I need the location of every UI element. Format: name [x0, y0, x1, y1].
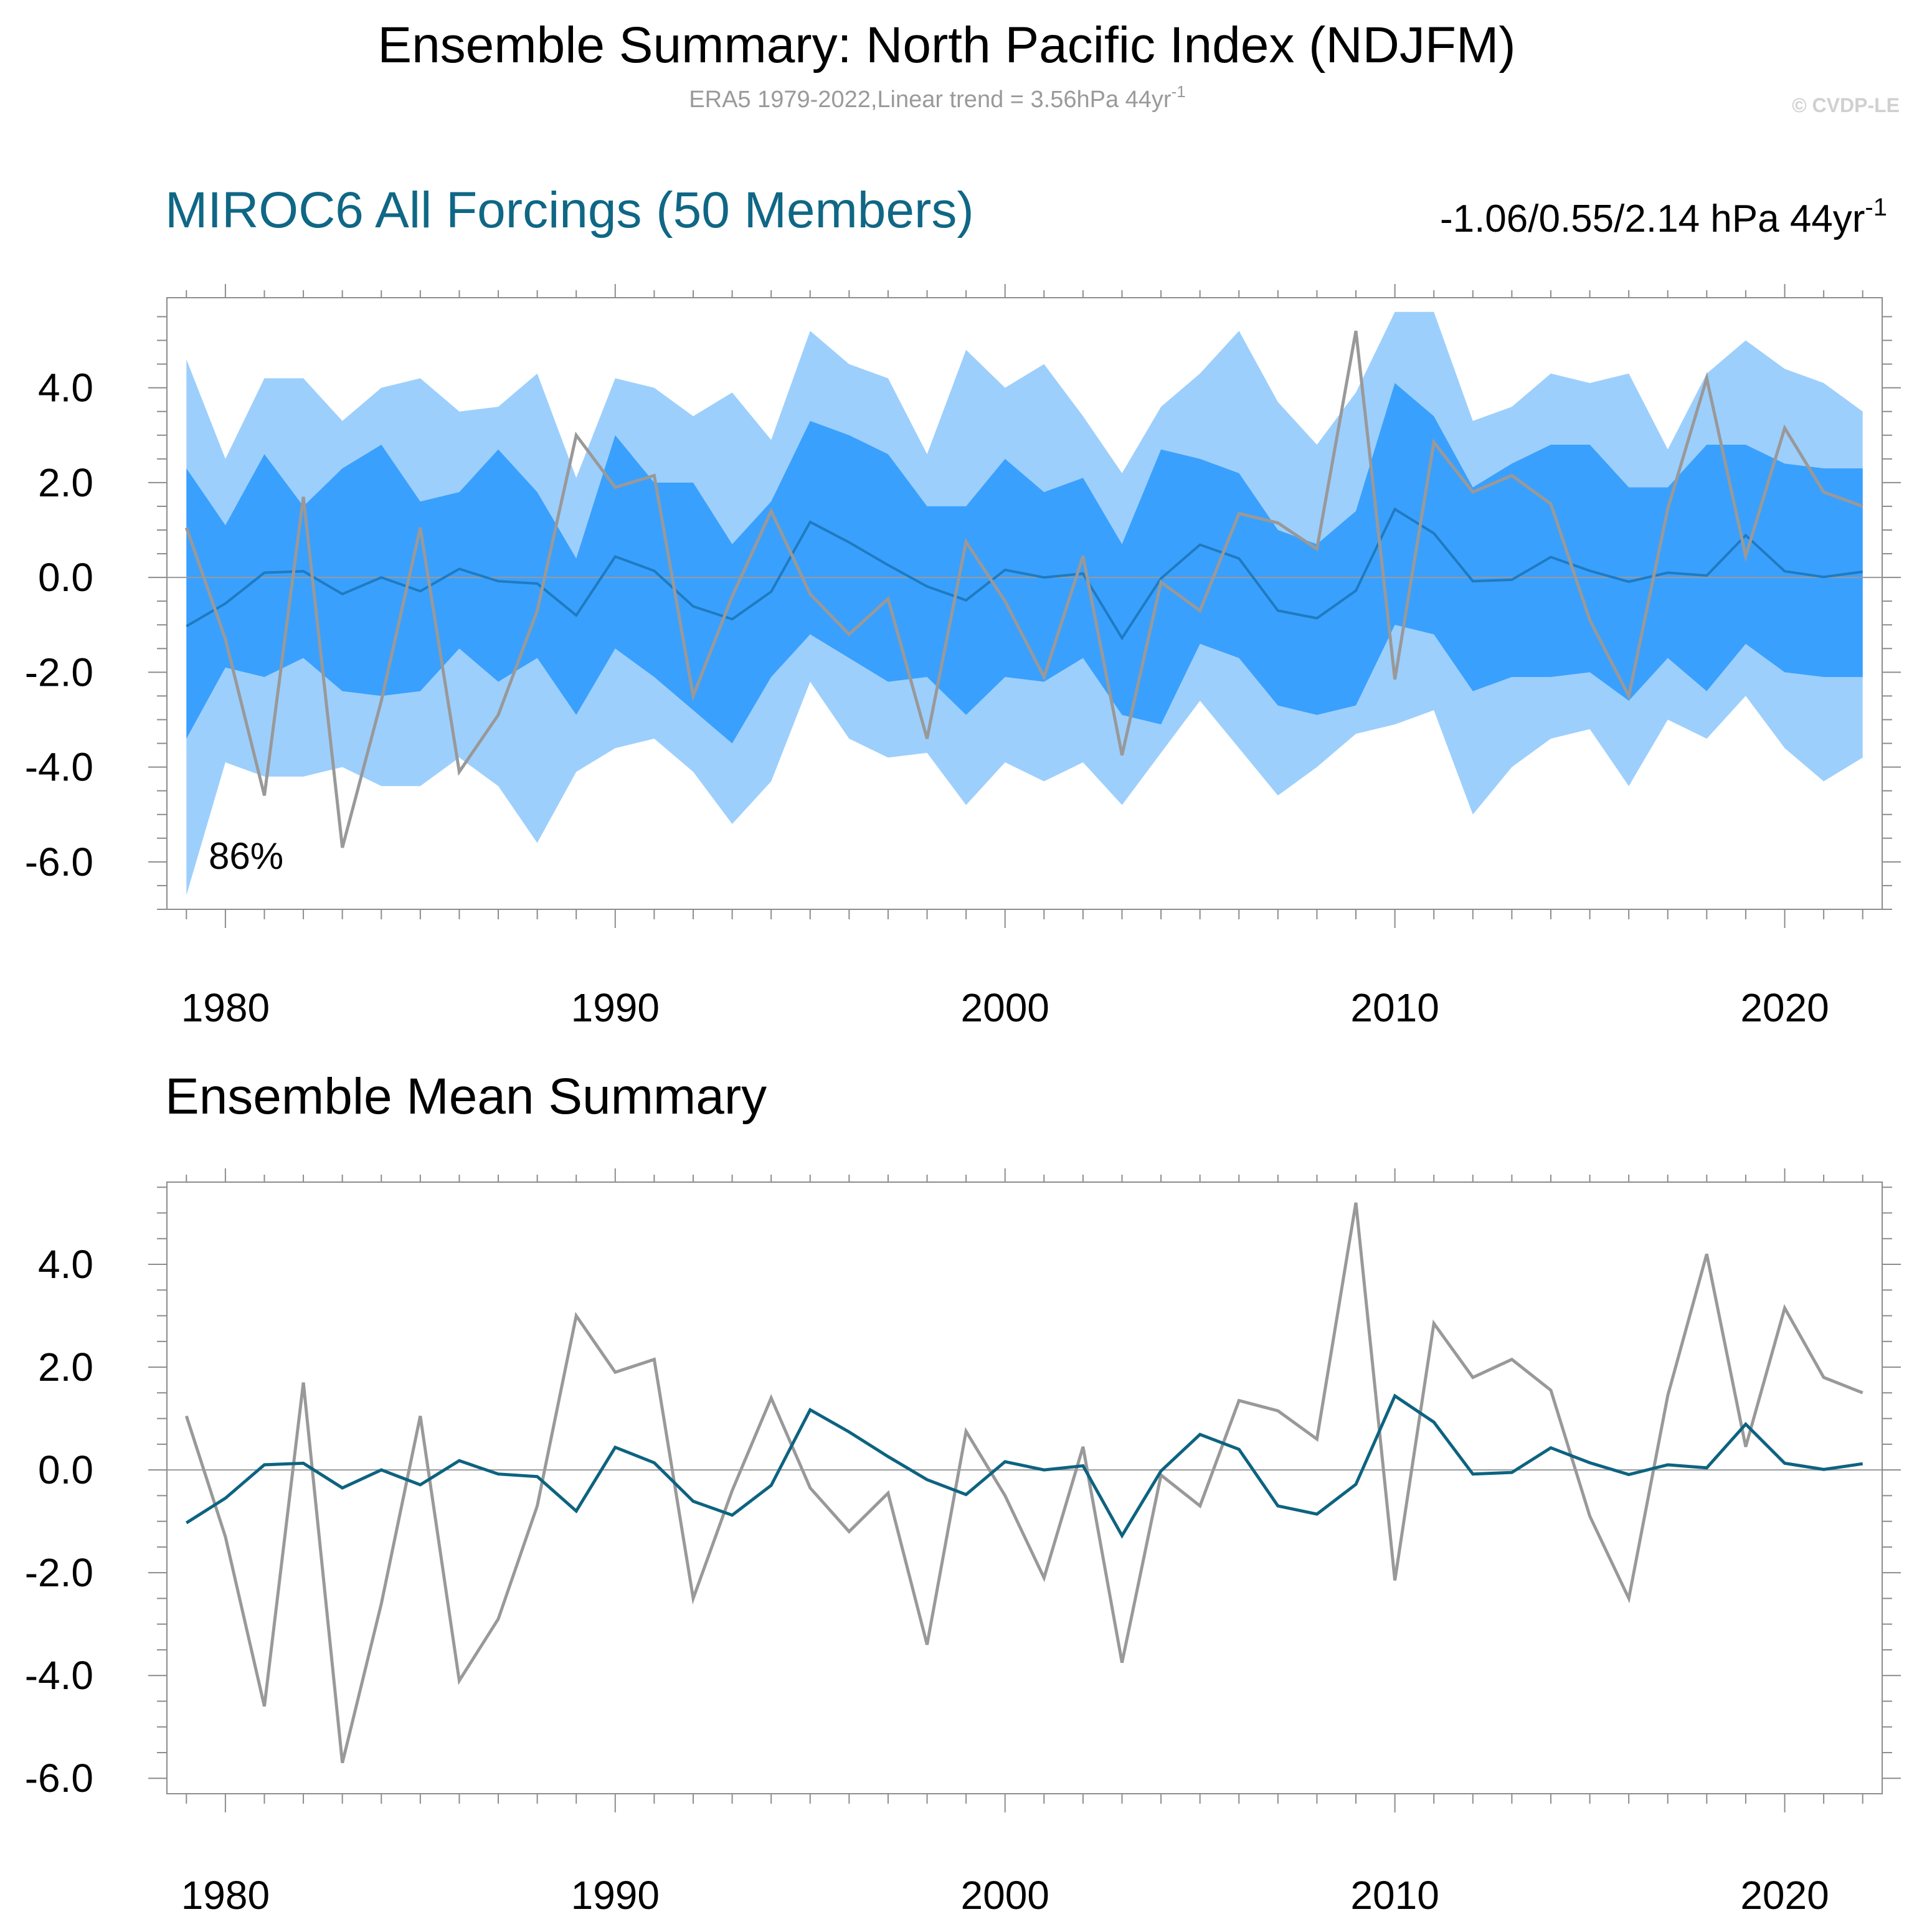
plot-frame — [166, 297, 1883, 910]
observed-line — [184, 1202, 1863, 1764]
subtitle-superscript: -1 — [1172, 82, 1186, 101]
y-tick-label: -4.0 — [25, 1653, 93, 1698]
y-tick-label: 4.0 — [38, 1242, 93, 1287]
y-tick-label: -6.0 — [25, 840, 93, 884]
x-tick-label: 2010 — [1350, 985, 1439, 1030]
panel-1-plot: 4.0 2.0 0.0 -2.0 -4.0 -6.0 1980 1990 2000 2010 202… — [25, 284, 1901, 1030]
y-tick-label: -4.0 — [25, 745, 93, 790]
figure-subtitle: ERA5 1979-2022,Linear trend = 3.56hPa 44… — [689, 82, 1185, 113]
panel-2-plot: 4.0 2.0 0.0 -2.0 -4.0 -6.0 1980 1990 2000 2010 202… — [25, 1168, 1901, 1918]
x-tick-label: 2020 — [1740, 1873, 1829, 1918]
x-tick-label: 1980 — [181, 985, 270, 1030]
y-tick-label: 2.0 — [38, 460, 93, 505]
observed-line — [184, 330, 1863, 848]
x-tick-label: 2020 — [1740, 985, 1829, 1030]
ensemble-mean-line — [186, 507, 1863, 641]
trend-label-superscript: -1 — [1865, 194, 1887, 221]
percent-annotation: 86% — [209, 835, 283, 877]
subtitle-text: ERA5 1979-2022,Linear trend = 3.56hPa 44… — [689, 87, 1172, 113]
y-tick-label: -6.0 — [25, 1756, 93, 1801]
y-tick-label: 4.0 — [38, 366, 93, 410]
y-tick-label: -2.0 — [25, 1550, 93, 1595]
x-tick-label: 1990 — [571, 1873, 660, 1918]
x-tick-label: 1990 — [571, 985, 660, 1030]
x-tick-label: 1980 — [181, 1873, 270, 1918]
y-tick-label: 0.0 — [38, 1447, 93, 1492]
x-tick-label: 2000 — [961, 985, 1049, 1030]
y-tick-label: 0.0 — [38, 555, 93, 600]
panel-1-title: MIROC6 All Forcings (50 Members) — [165, 182, 974, 239]
y-tick-label: -2.0 — [25, 650, 93, 694]
figure-title: Ensemble Summary: North Pacific Index (N… — [377, 17, 1515, 73]
plot-frame — [166, 1181, 1883, 1794]
x-tick-label: 2000 — [961, 1873, 1049, 1918]
panel-2-title: Ensemble Mean Summary — [165, 1068, 767, 1125]
ensemble-mean-line — [185, 1393, 1863, 1539]
copyright-label: © CVDP-LE — [1792, 94, 1900, 116]
panel-1-trend-label: -1.06/0.55/2.14 hPa 44yr-1 — [1440, 194, 1887, 240]
trend-label-text: -1.06/0.55/2.14 hPa 44yr — [1440, 197, 1865, 240]
y-tick-label: 2.0 — [38, 1345, 93, 1390]
x-tick-label: 2010 — [1350, 1873, 1439, 1918]
